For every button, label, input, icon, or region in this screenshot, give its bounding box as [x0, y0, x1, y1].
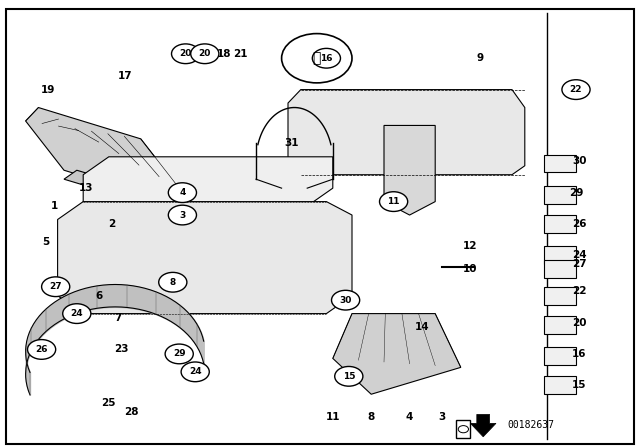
Circle shape [458, 426, 468, 433]
Text: 26: 26 [572, 219, 586, 229]
Text: 26: 26 [35, 345, 48, 354]
Text: 18: 18 [217, 49, 231, 59]
Polygon shape [384, 125, 435, 215]
Text: 21: 21 [233, 49, 247, 59]
Text: 11: 11 [387, 197, 400, 206]
FancyBboxPatch shape [544, 260, 576, 278]
Text: 3: 3 [179, 211, 186, 220]
Text: 15: 15 [572, 380, 586, 390]
Circle shape [165, 344, 193, 364]
Text: 25: 25 [102, 398, 116, 408]
Text: 20: 20 [198, 49, 211, 58]
Text: 3: 3 [438, 412, 445, 422]
Text: 24: 24 [70, 309, 83, 318]
Text: 20: 20 [179, 49, 192, 58]
Polygon shape [470, 414, 496, 437]
Text: 19: 19 [41, 85, 55, 95]
Text: 8: 8 [367, 412, 375, 422]
Circle shape [312, 48, 340, 68]
Circle shape [168, 183, 196, 202]
Text: 29: 29 [569, 188, 583, 198]
Text: 31: 31 [284, 138, 298, 148]
FancyBboxPatch shape [544, 376, 576, 394]
FancyBboxPatch shape [544, 246, 576, 264]
Circle shape [562, 80, 590, 99]
Text: 17: 17 [118, 71, 132, 81]
Text: 30: 30 [339, 296, 352, 305]
FancyBboxPatch shape [544, 215, 576, 233]
Text: 14: 14 [415, 322, 429, 332]
Text: 4: 4 [406, 412, 413, 422]
Circle shape [181, 362, 209, 382]
Text: 9: 9 [476, 53, 484, 63]
Text: 2: 2 [108, 219, 116, 229]
Text: 10: 10 [463, 264, 477, 274]
Text: 28: 28 [124, 407, 138, 417]
Text: 12: 12 [463, 241, 477, 251]
Text: 23: 23 [115, 345, 129, 354]
Text: 27: 27 [49, 282, 62, 291]
Circle shape [282, 34, 352, 83]
Circle shape [63, 304, 91, 323]
FancyBboxPatch shape [544, 186, 576, 204]
FancyBboxPatch shape [544, 155, 576, 172]
Text: 27: 27 [572, 259, 586, 269]
Circle shape [332, 290, 360, 310]
Text: ⛷: ⛷ [312, 51, 321, 65]
Circle shape [335, 366, 363, 386]
Text: 15: 15 [342, 372, 355, 381]
Circle shape [191, 44, 219, 64]
FancyBboxPatch shape [456, 420, 470, 438]
Text: 16: 16 [572, 349, 586, 359]
Circle shape [42, 277, 70, 297]
Text: 30: 30 [572, 156, 586, 166]
Text: 13: 13 [79, 183, 93, 193]
Text: 6: 6 [95, 291, 103, 301]
Text: 00182637: 00182637 [508, 420, 555, 430]
Text: 24: 24 [572, 250, 586, 260]
Polygon shape [26, 108, 179, 202]
FancyBboxPatch shape [544, 287, 576, 305]
Text: 4: 4 [179, 188, 186, 197]
Polygon shape [288, 90, 525, 175]
Polygon shape [64, 170, 166, 206]
Circle shape [159, 272, 187, 292]
Text: 5: 5 [42, 237, 50, 247]
Polygon shape [58, 202, 352, 314]
Text: 7: 7 [115, 313, 122, 323]
FancyBboxPatch shape [544, 347, 576, 365]
Polygon shape [333, 314, 461, 394]
FancyBboxPatch shape [544, 316, 576, 334]
Circle shape [380, 192, 408, 211]
Text: 24: 24 [189, 367, 202, 376]
Text: 1: 1 [51, 201, 58, 211]
Circle shape [172, 44, 200, 64]
Text: 22: 22 [570, 85, 582, 94]
Polygon shape [83, 157, 333, 206]
Text: 8: 8 [170, 278, 176, 287]
Text: 29: 29 [173, 349, 186, 358]
Text: 11: 11 [326, 412, 340, 422]
Text: 16: 16 [320, 54, 333, 63]
Circle shape [168, 205, 196, 225]
Text: 22: 22 [572, 286, 586, 296]
Text: 20: 20 [572, 318, 586, 327]
Circle shape [28, 340, 56, 359]
